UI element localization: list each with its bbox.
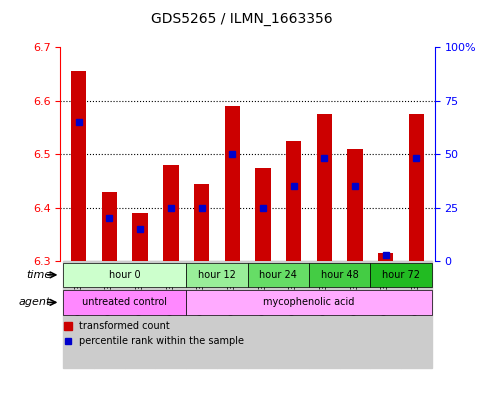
FancyBboxPatch shape xyxy=(248,263,309,287)
Text: hour 0: hour 0 xyxy=(109,270,141,280)
Bar xyxy=(248,261,278,368)
Text: hour 72: hour 72 xyxy=(382,270,420,280)
Text: mycophenolic acid: mycophenolic acid xyxy=(263,298,355,307)
FancyBboxPatch shape xyxy=(186,290,432,315)
Bar xyxy=(225,106,240,261)
Bar xyxy=(132,213,148,261)
Text: time: time xyxy=(26,270,51,280)
Bar xyxy=(409,114,424,261)
Bar xyxy=(370,261,401,368)
Bar xyxy=(340,261,370,368)
Text: hour 24: hour 24 xyxy=(259,270,297,280)
Bar xyxy=(94,261,125,368)
Bar xyxy=(378,253,393,261)
Bar xyxy=(125,261,156,368)
Bar xyxy=(401,261,432,368)
Bar xyxy=(186,261,217,368)
Text: GDS5265 / ILMN_1663356: GDS5265 / ILMN_1663356 xyxy=(151,12,332,26)
Text: hour 48: hour 48 xyxy=(321,270,358,280)
Bar xyxy=(286,141,301,261)
Bar xyxy=(316,114,332,261)
Text: untreated control: untreated control xyxy=(82,298,167,307)
Bar xyxy=(71,71,86,261)
FancyBboxPatch shape xyxy=(309,263,370,287)
Text: hour 12: hour 12 xyxy=(198,270,236,280)
FancyBboxPatch shape xyxy=(63,290,186,315)
Bar xyxy=(156,261,186,368)
Bar xyxy=(63,261,94,368)
Bar xyxy=(255,167,270,261)
Bar xyxy=(347,149,363,261)
Bar xyxy=(163,165,179,261)
Bar xyxy=(102,192,117,261)
FancyBboxPatch shape xyxy=(370,263,432,287)
Text: percentile rank within the sample: percentile rank within the sample xyxy=(79,336,244,346)
FancyBboxPatch shape xyxy=(186,263,248,287)
Bar xyxy=(309,261,340,368)
Bar xyxy=(217,261,248,368)
Bar xyxy=(278,261,309,368)
Text: transformed count: transformed count xyxy=(79,321,170,331)
FancyBboxPatch shape xyxy=(63,263,186,287)
Text: agent: agent xyxy=(19,298,51,307)
Bar xyxy=(194,184,209,261)
